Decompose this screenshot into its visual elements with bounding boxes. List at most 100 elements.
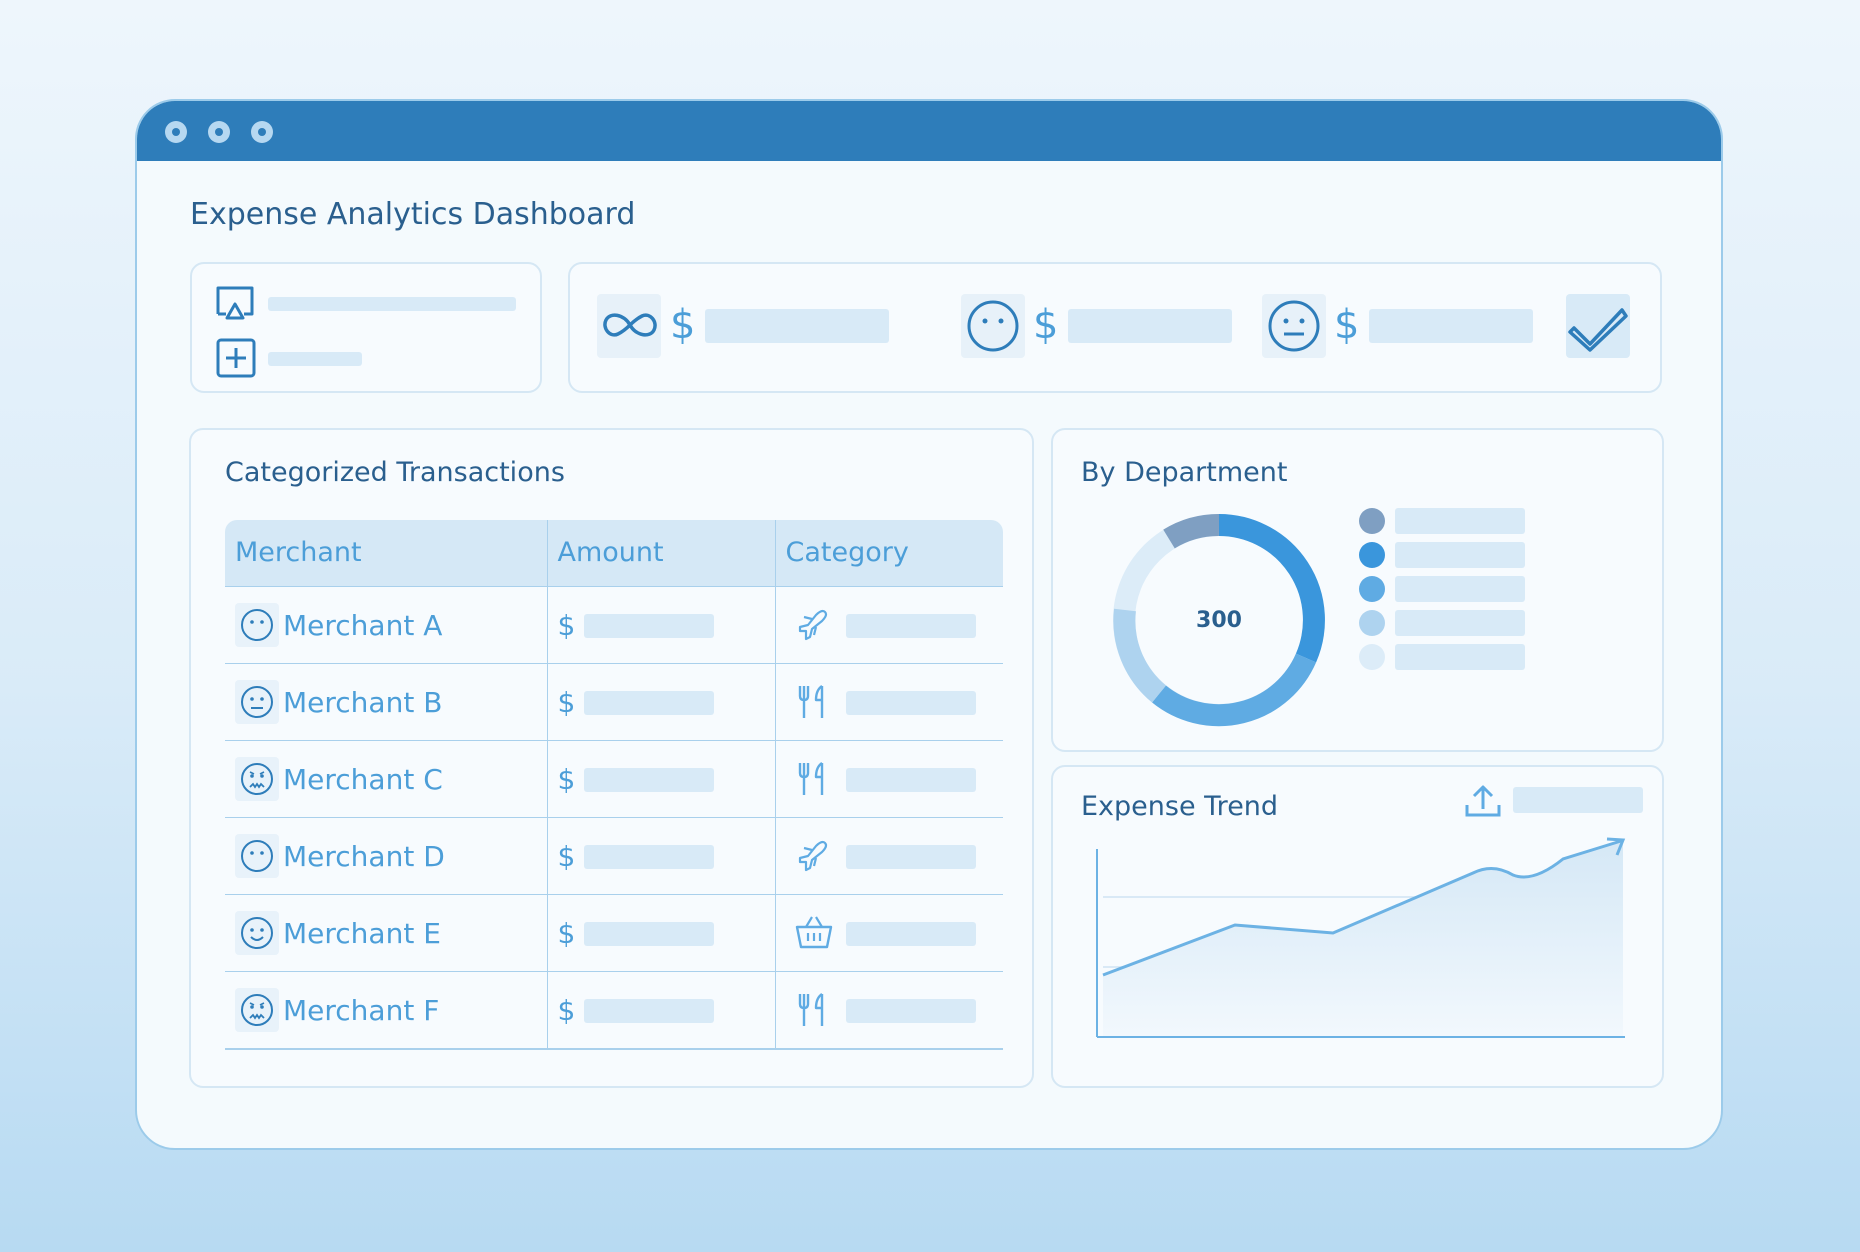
amount-cell: $	[546, 585, 775, 663]
worried-face-icon	[235, 987, 279, 1032]
trend-title: Expense Trend	[1081, 791, 1279, 822]
amount-currency: $	[557, 993, 576, 1027]
transactions-card: Categorized Transactions Merchant Amount…	[189, 428, 1034, 1088]
column-header-amount[interactable]: Amount	[546, 520, 775, 586]
legend-label-placeholder[interactable]	[1395, 542, 1525, 568]
kpi-value-placeholder	[1068, 309, 1232, 343]
straight-face-icon	[1268, 300, 1320, 352]
kpi-card: $ $ $	[568, 262, 1662, 393]
category-placeholder	[845, 767, 976, 792]
kpi-currency: $	[1033, 302, 1059, 348]
merchant-name: Merchant B	[283, 685, 443, 719]
amount-currency: $	[557, 839, 576, 873]
neutral-face-icon	[235, 833, 279, 878]
amount-cell: $	[546, 893, 775, 971]
merchant-cell: Merchant E	[225, 893, 547, 971]
category-cell	[774, 662, 1003, 740]
merchant-cell: Merchant F	[225, 970, 547, 1050]
airplane-icon	[794, 836, 832, 878]
transactions-title: Categorized Transactions	[225, 457, 565, 488]
merchant-cell: Merchant A	[225, 585, 547, 663]
legend-label-placeholder[interactable]	[1395, 576, 1525, 602]
fork-knife-icon	[794, 682, 832, 724]
department-title: By Department	[1081, 457, 1288, 488]
basket-icon	[794, 913, 834, 955]
merchant-cell: Merchant D	[225, 816, 547, 894]
window-dot-3[interactable]	[251, 121, 273, 143]
column-header-category[interactable]: Category	[774, 520, 1003, 586]
category-cell	[774, 970, 1003, 1050]
category-placeholder	[845, 690, 976, 715]
legend-swatch	[1359, 576, 1385, 602]
table-row[interactable]: Merchant A $	[225, 585, 1003, 663]
department-card: By Department 300	[1051, 428, 1664, 752]
category-placeholder	[845, 998, 976, 1023]
export-label-placeholder	[1513, 787, 1643, 813]
kpi-value-placeholder	[705, 309, 889, 343]
department-donut-chart[interactable]	[1109, 510, 1329, 730]
merchant-name: Merchant F	[283, 993, 440, 1027]
smile-face-icon	[235, 910, 279, 955]
amount-placeholder	[583, 998, 714, 1023]
category-placeholder	[845, 921, 976, 946]
transactions-table: Merchant Amount Category Merchant A $ Merc…	[225, 520, 1003, 1050]
check-icon[interactable]	[1568, 302, 1628, 352]
trend-card: Expense Trend	[1051, 765, 1664, 1088]
legend-swatch	[1359, 610, 1385, 636]
category-cell	[774, 816, 1003, 894]
expense-trend-chart[interactable]	[1093, 837, 1633, 1057]
action-label-placeholder	[268, 297, 516, 311]
amount-currency: $	[557, 685, 576, 719]
window-titlebar	[137, 101, 1721, 161]
merchant-cell: Merchant B	[225, 662, 547, 740]
straight-face-icon	[235, 679, 279, 724]
action-label-placeholder	[268, 352, 362, 366]
legend-label-placeholder[interactable]	[1395, 610, 1525, 636]
kpi-value-placeholder	[1369, 309, 1533, 343]
category-placeholder	[845, 844, 976, 869]
amount-placeholder	[583, 767, 714, 792]
plus-square-icon[interactable]	[216, 338, 256, 378]
merchant-cell: Merchant C	[225, 739, 547, 817]
column-header-merchant[interactable]: Merchant	[225, 520, 547, 586]
table-row[interactable]: Merchant C $	[225, 739, 1003, 817]
table-row[interactable]: Merchant B $	[225, 662, 1003, 740]
app-window: Expense Analytics Dashboard $ $	[135, 99, 1723, 1150]
legend-label-placeholder[interactable]	[1395, 508, 1525, 534]
merchant-name: Merchant C	[283, 762, 443, 796]
amount-placeholder	[583, 613, 714, 638]
worried-face-icon	[235, 756, 279, 801]
table-row[interactable]: Merchant F $	[225, 970, 1003, 1050]
window-dot-1[interactable]	[165, 121, 187, 143]
neutral-face-icon	[967, 300, 1019, 352]
legend-label-placeholder[interactable]	[1395, 644, 1525, 670]
table-row[interactable]: Merchant D $	[225, 816, 1003, 894]
department-total: 300	[1196, 608, 1242, 633]
legend-swatch	[1359, 644, 1385, 670]
merchant-name: Merchant E	[283, 916, 441, 950]
category-cell	[774, 739, 1003, 817]
merchant-name: Merchant A	[283, 608, 443, 642]
cast-screen-icon[interactable]	[214, 284, 256, 322]
merchant-name: Merchant D	[283, 839, 445, 873]
amount-currency: $	[557, 916, 576, 950]
amount-placeholder	[583, 844, 714, 869]
amount-currency: $	[557, 608, 576, 642]
amount-currency: $	[557, 762, 576, 796]
amount-cell: $	[546, 970, 775, 1050]
amount-cell: $	[546, 662, 775, 740]
fork-knife-icon	[794, 759, 832, 801]
window-dot-2[interactable]	[208, 121, 230, 143]
kpi-currency: $	[670, 302, 696, 348]
fork-knife-icon	[794, 990, 832, 1032]
page-title: Expense Analytics Dashboard	[190, 197, 636, 232]
upload-icon[interactable]	[1463, 781, 1503, 821]
airplane-icon	[794, 605, 832, 647]
kpi-currency: $	[1334, 302, 1360, 348]
neutral-face-icon	[235, 602, 279, 647]
category-placeholder	[845, 613, 976, 638]
legend-swatch	[1359, 508, 1385, 534]
legend-swatch	[1359, 542, 1385, 568]
amount-cell: $	[546, 816, 775, 894]
table-row[interactable]: Merchant E $	[225, 893, 1003, 971]
